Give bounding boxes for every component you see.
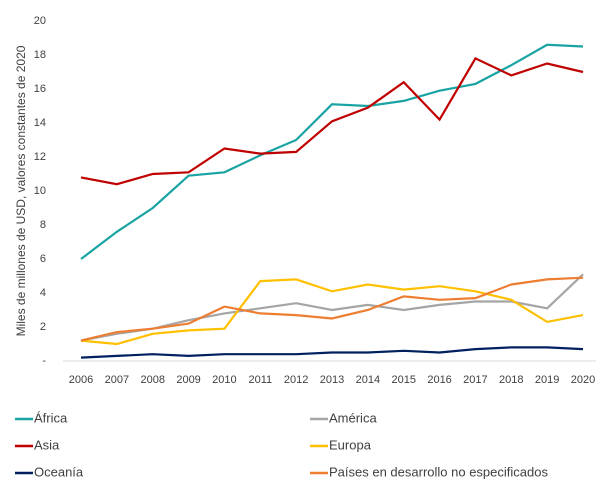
x-tick-label: 2019 xyxy=(535,374,559,386)
y-tick-label: 8 xyxy=(40,219,46,231)
y-tick-label: 14 xyxy=(34,117,46,129)
x-tick-label: 2016 xyxy=(427,374,451,386)
legend-label: Países en desarrollo no especificados xyxy=(329,464,548,479)
x-tick-label: 2011 xyxy=(248,374,272,386)
y-tick-label: - xyxy=(42,355,46,367)
y-tick-label: 16 xyxy=(34,83,46,95)
series-line xyxy=(80,278,584,346)
x-tick-label: 2007 xyxy=(105,374,129,386)
y-tick-label: 4 xyxy=(40,287,46,299)
x-tick-label: 2012 xyxy=(284,374,308,386)
x-tick-label: 2009 xyxy=(176,374,200,386)
x-tick-label: 2006 xyxy=(69,374,93,386)
x-tick-label: 2013 xyxy=(320,374,344,386)
series-line xyxy=(80,56,584,186)
series-line xyxy=(80,276,584,342)
legend-label: Asia xyxy=(34,437,60,452)
y-tick-label: 2 xyxy=(40,321,46,333)
y-tick-label: 18 xyxy=(34,49,46,61)
series-line xyxy=(80,346,584,359)
y-axis-label: Miles de millones de USD, valores consta… xyxy=(14,45,28,336)
x-tick-label: 2020 xyxy=(571,374,595,386)
x-tick-label: 2008 xyxy=(140,374,164,386)
x-tick-label: 2015 xyxy=(391,374,415,386)
legend-label: América xyxy=(329,410,377,425)
legend-label: África xyxy=(34,410,68,425)
y-tick-label: 6 xyxy=(40,253,46,265)
legend-label: Europa xyxy=(329,437,372,452)
x-tick-label: 2017 xyxy=(463,374,487,386)
legend-label: Oceanía xyxy=(34,464,84,479)
x-tick-label: 2014 xyxy=(356,374,380,386)
x-tick-label: 2018 xyxy=(499,374,523,386)
y-tick-label: 10 xyxy=(34,185,46,197)
y-tick-label: 12 xyxy=(34,151,46,163)
series-line xyxy=(80,43,584,260)
series-line xyxy=(80,273,584,342)
y-tick-label: 20 xyxy=(34,15,46,27)
x-tick-label: 2010 xyxy=(212,374,236,386)
